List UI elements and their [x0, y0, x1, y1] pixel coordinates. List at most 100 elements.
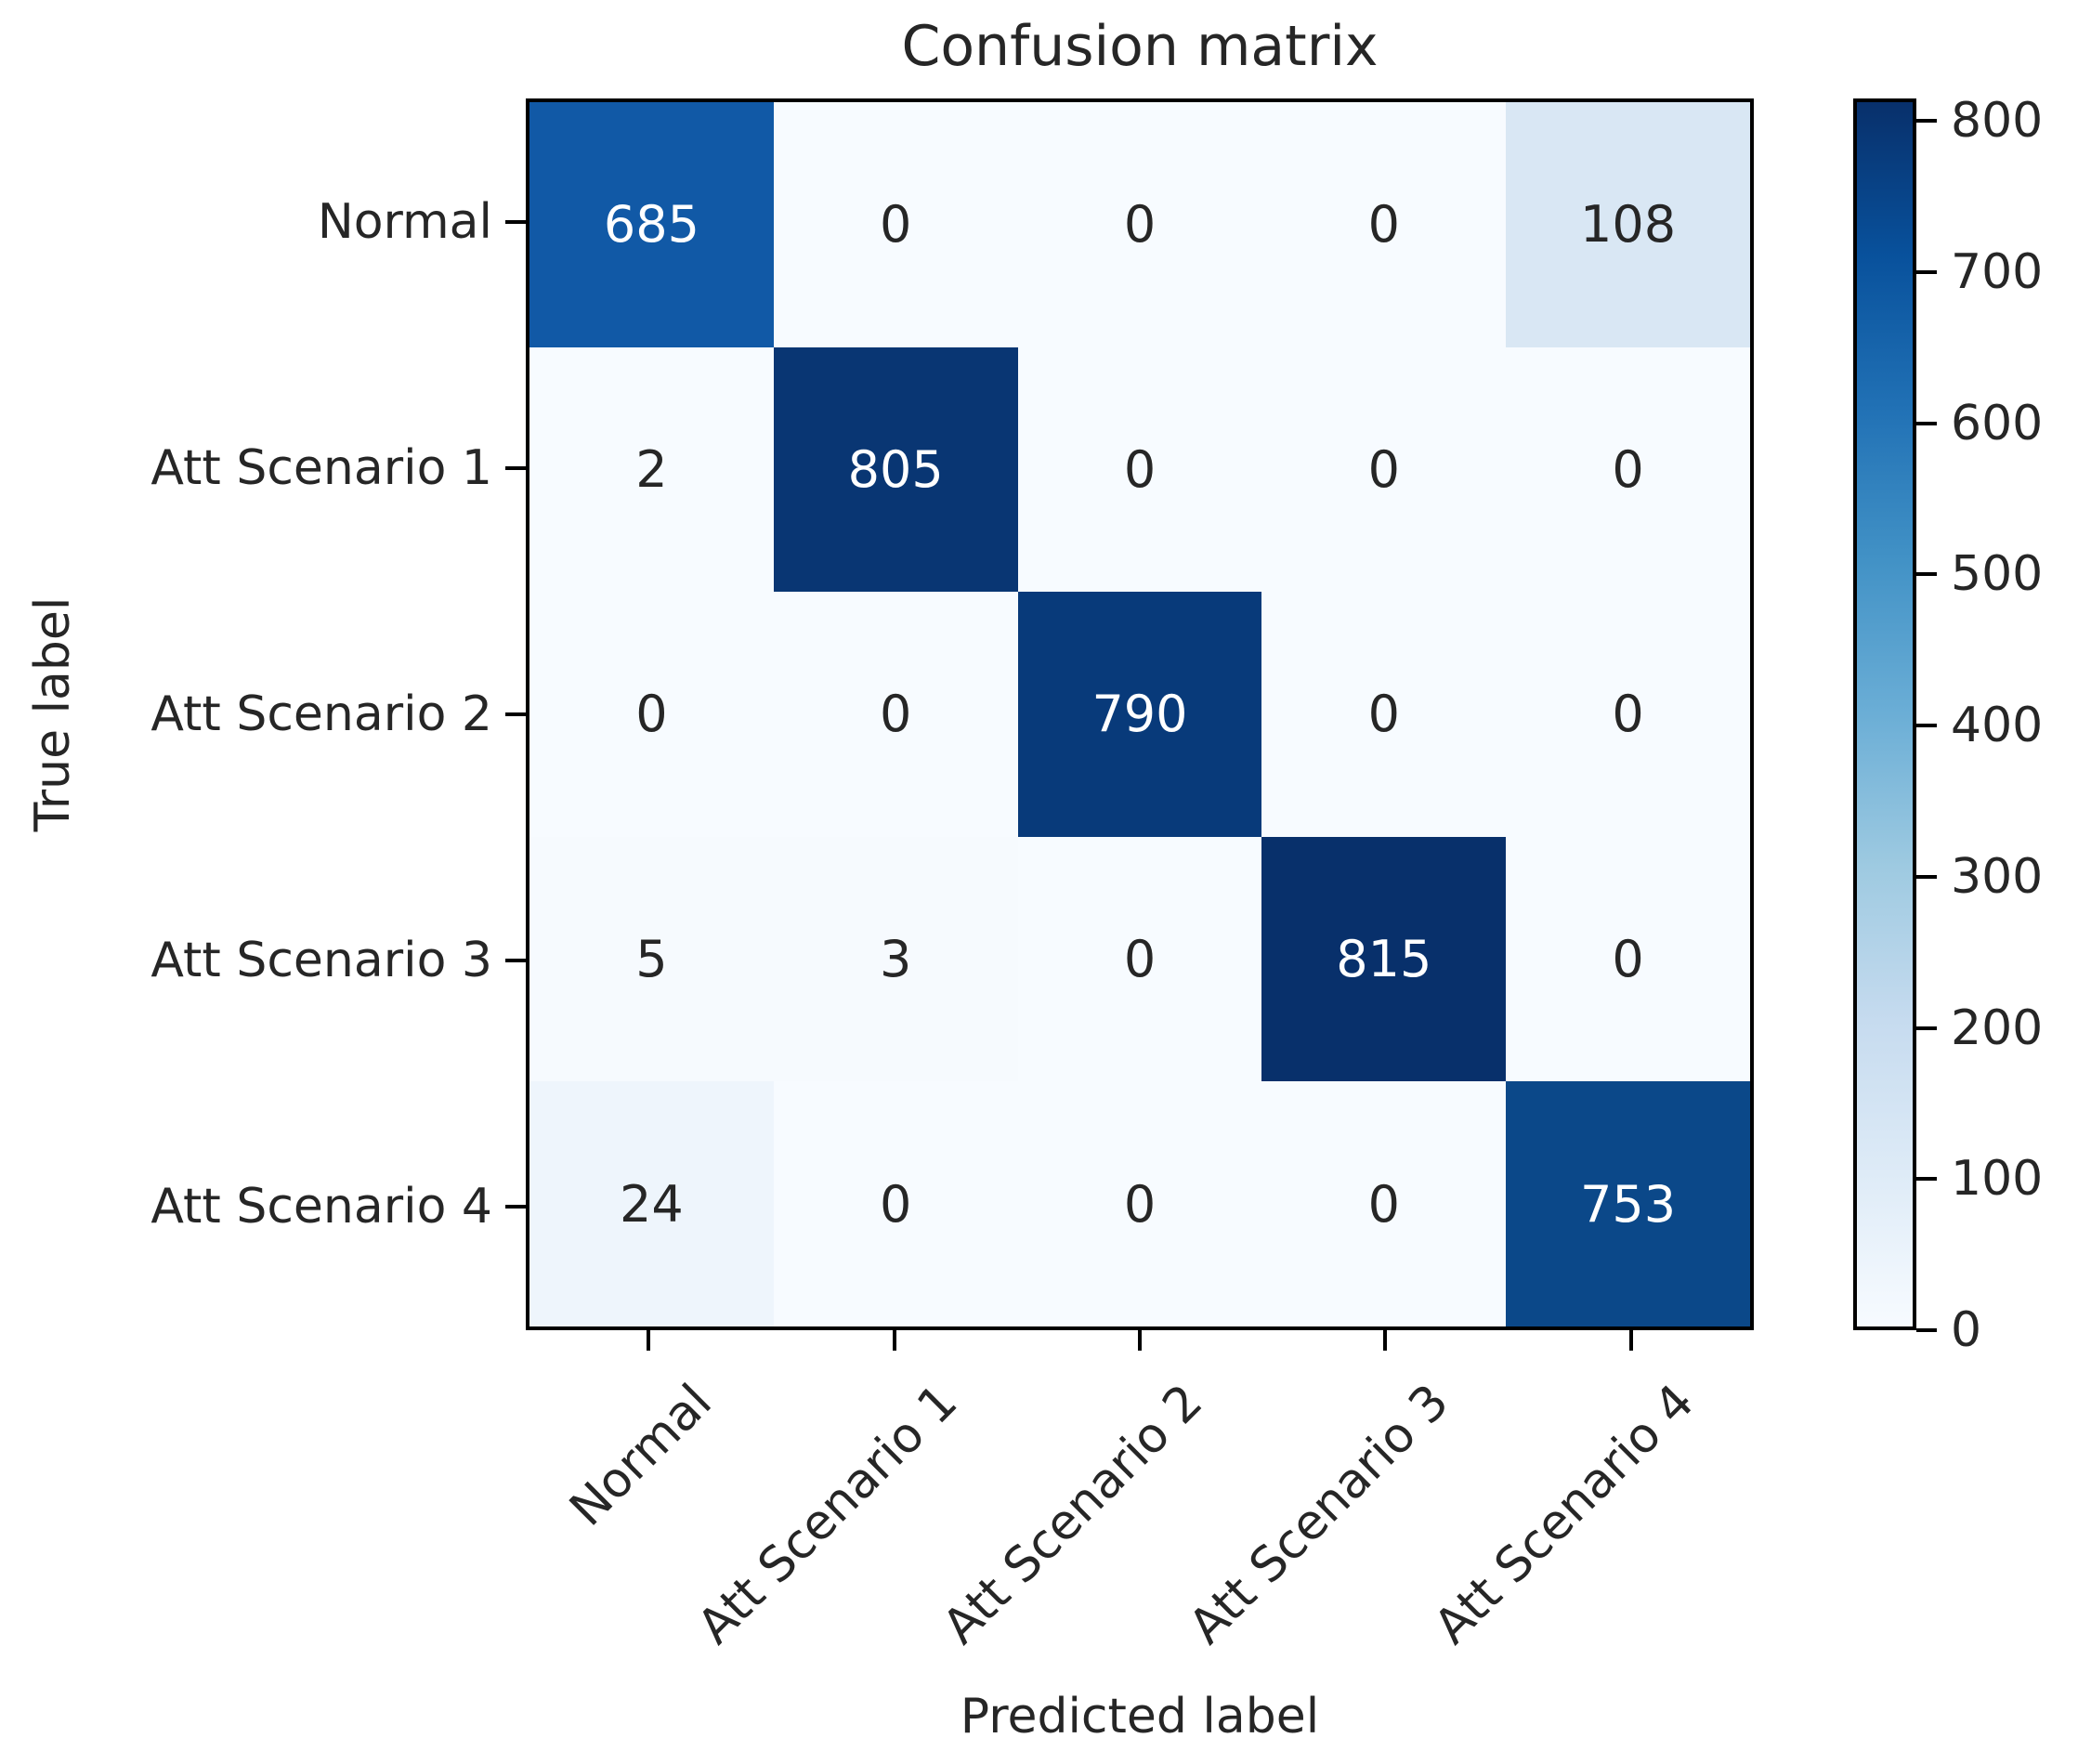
- colorbar-tick-mark: [1916, 1026, 1937, 1030]
- cell-value: 790: [1091, 685, 1188, 744]
- colorbar-tick-label: 100: [1951, 1151, 2044, 1208]
- cell-value: 685: [603, 195, 699, 255]
- cell-value: 0: [1612, 439, 1644, 499]
- colorbar-tick-marks: [1916, 98, 1939, 1332]
- cell-value: 0: [1123, 439, 1157, 499]
- cell-value: 0: [880, 195, 912, 255]
- matrix-cell: 0: [1017, 836, 1262, 1082]
- row-tick-label: Normal: [317, 193, 492, 250]
- matrix-cell: 0: [1506, 836, 1750, 1082]
- matrix-cell: 0: [1017, 1081, 1262, 1326]
- y-axis-label: True label: [25, 596, 81, 832]
- matrix-cell: 24: [529, 1081, 774, 1326]
- matrix-cell: 0: [1261, 346, 1507, 593]
- cell-value: 805: [847, 439, 944, 499]
- colorbar-tick-mark: [1916, 572, 1937, 577]
- matrix-cell: 0: [529, 592, 774, 837]
- cell-value: 108: [1580, 195, 1677, 255]
- colorbar-tick-label: 500: [1951, 546, 2044, 603]
- x-axis-label: Predicted label: [960, 1689, 1320, 1744]
- matrix-cell: 0: [1261, 102, 1507, 347]
- y-tick-labels: Normal Att Scenario 1 Att Scenario 2 Att Sc…: [0, 98, 492, 1330]
- cell-value: 0: [1123, 1174, 1157, 1234]
- row-tick-label: Att Scenario 1: [150, 439, 492, 496]
- cell-value: 2: [635, 439, 668, 499]
- cell-value: 0: [1367, 439, 1400, 499]
- cell-value: 815: [1336, 930, 1432, 989]
- matrix-cell: 108: [1506, 102, 1750, 347]
- colorbar-tick-label: 200: [1951, 1000, 2044, 1056]
- row-tick-label: Att Scenario 4: [150, 1179, 492, 1235]
- cell-value: 0: [1612, 685, 1644, 744]
- confusion-matrix-grid: 685 0 0 0 108 2 805 0 0 0 0 0 790 0 0 5 3 0 815 0 24 0 0 0 753: [526, 98, 1754, 1330]
- x-tick-mark: [1138, 1330, 1142, 1351]
- col-tick-label: Att Scenario 1: [686, 1374, 969, 1655]
- row-tick-label: Att Scenario 2: [150, 686, 492, 742]
- colorbar-tick-mark: [1916, 421, 1937, 425]
- colorbar-tick-label: 600: [1951, 395, 2044, 451]
- matrix-cell: 2: [529, 346, 774, 593]
- colorbar: [1853, 98, 1916, 1330]
- x-tick-mark: [892, 1330, 896, 1351]
- col-tick-label: Att Scenario 4: [1424, 1374, 1706, 1655]
- colorbar-tick-labels: 0 100 200 300 400 500 600 700 800: [1951, 93, 2078, 1358]
- cell-value: 0: [1612, 930, 1644, 989]
- x-tick-mark: [647, 1330, 651, 1351]
- col-tick-label: Att Scenario 3: [1178, 1374, 1460, 1655]
- matrix-cell: 3: [773, 836, 1018, 1082]
- y-tick-mark: [505, 219, 526, 224]
- matrix-cell: 753: [1506, 1081, 1750, 1326]
- matrix-cell: 0: [773, 102, 1018, 347]
- colorbar-tick-label: 700: [1951, 244, 2044, 301]
- colorbar-tick-mark: [1916, 1177, 1937, 1182]
- y-tick-mark: [505, 959, 526, 963]
- x-tick-marks: [526, 1330, 1754, 1351]
- cell-value: 0: [880, 685, 912, 744]
- matrix-cell: 685: [529, 102, 774, 347]
- x-tick-mark: [1383, 1330, 1388, 1351]
- matrix-cell: 815: [1261, 836, 1507, 1082]
- cell-value: 753: [1580, 1174, 1677, 1234]
- x-tick-mark: [1628, 1330, 1633, 1351]
- col-tick-label: Att Scenario 2: [933, 1374, 1214, 1655]
- cell-value: 5: [635, 930, 668, 989]
- colorbar-tick-label: 400: [1951, 698, 2044, 754]
- matrix-cell: 790: [1017, 592, 1262, 837]
- y-tick-marks: [505, 98, 526, 1330]
- matrix-cell: 5: [529, 836, 774, 1082]
- matrix-cell: 0: [1506, 346, 1750, 593]
- colorbar-tick-mark: [1916, 874, 1937, 879]
- cell-value: 0: [1367, 195, 1400, 255]
- matrix-cell: 0: [1261, 1081, 1507, 1326]
- chart-title: Confusion matrix: [901, 14, 1379, 79]
- colorbar-tick-label: 800: [1951, 93, 2044, 150]
- matrix-cell: 805: [773, 346, 1018, 593]
- colorbar-tick-mark: [1916, 270, 1937, 275]
- cell-value: 0: [635, 685, 668, 744]
- row-tick-label: Att Scenario 3: [150, 933, 492, 989]
- matrix-cell: 0: [1506, 592, 1750, 837]
- colorbar-tick-label: 300: [1951, 848, 2044, 905]
- matrix-cell: 0: [773, 592, 1018, 837]
- matrix-cell: 0: [1261, 592, 1507, 837]
- cell-value: 0: [1123, 195, 1157, 255]
- colorbar-tick-mark: [1916, 724, 1937, 728]
- matrix-cell: 0: [1017, 102, 1262, 347]
- cell-value: 24: [620, 1174, 684, 1234]
- col-tick-label: Normal: [559, 1374, 723, 1537]
- cell-value: 0: [1367, 1174, 1400, 1234]
- cell-value: 3: [880, 930, 912, 989]
- matrix-cell: 0: [773, 1081, 1018, 1326]
- colorbar-tick-label: 0: [1951, 1302, 1982, 1358]
- matrix-cell: 0: [1017, 346, 1262, 593]
- y-tick-mark: [505, 1205, 526, 1209]
- cell-value: 0: [880, 1174, 912, 1234]
- colorbar-tick-mark: [1916, 1328, 1937, 1332]
- y-tick-mark: [505, 712, 526, 716]
- y-tick-mark: [505, 465, 526, 470]
- cell-value: 0: [1367, 685, 1400, 744]
- colorbar-gradient: [1857, 102, 1913, 1326]
- cell-value: 0: [1123, 930, 1157, 989]
- x-tick-labels: Normal Att Scenario 1 Att Scenario 2 Att Sc…: [526, 1374, 1754, 1730]
